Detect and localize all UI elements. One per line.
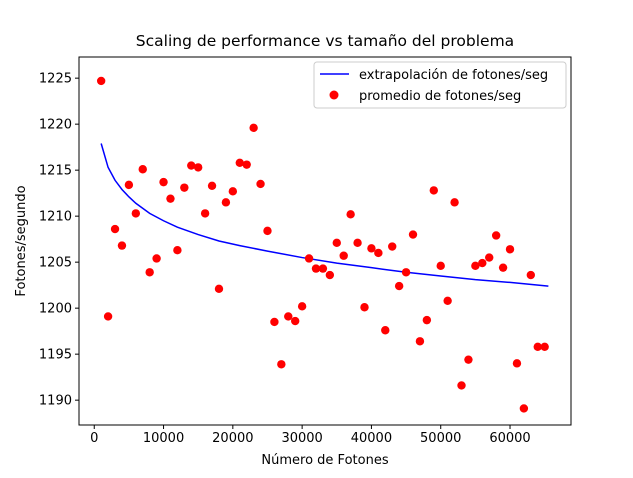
data-point [173, 246, 182, 255]
data-point [138, 165, 147, 174]
data-point [415, 337, 425, 346]
data-point [193, 163, 203, 172]
data-point [540, 342, 549, 351]
data-point [471, 261, 480, 271]
x-tick-label: 40000 [351, 431, 392, 446]
data-point [103, 312, 113, 321]
data-point [159, 177, 168, 187]
data-point [214, 284, 224, 294]
y-tick-label: 1210 [39, 210, 72, 225]
y-tick-label: 1195 [39, 348, 72, 363]
data-point [200, 209, 210, 218]
data-point [346, 210, 355, 219]
data-point [263, 226, 272, 236]
data-point [408, 230, 418, 239]
plot-area [79, 57, 571, 425]
data-point [221, 198, 231, 207]
data-point [505, 245, 515, 254]
data-point [332, 238, 341, 248]
x-tick-label: 30000 [281, 431, 322, 446]
data-point [491, 231, 501, 240]
data-point [311, 264, 321, 273]
data-point [360, 303, 369, 312]
data-point [297, 302, 307, 311]
data-point [450, 198, 459, 207]
data-point [367, 244, 376, 253]
y-tick-label: 1220 [39, 118, 72, 133]
x-axis-ticks: 0 10000 20000 30000 40000 50000 60000 [90, 425, 531, 446]
data-point [429, 186, 438, 195]
axes-frame [78, 56, 572, 426]
data-point [242, 160, 251, 169]
x-tick-label: 0 [90, 431, 98, 446]
data-point [394, 281, 404, 291]
data-point [235, 158, 244, 167]
chart-title: Scaling de performance vs tamaño del pro… [136, 32, 514, 50]
data-point [304, 254, 314, 263]
data-point [519, 404, 529, 413]
data-point [117, 241, 127, 250]
x-tick-label: 50000 [420, 431, 461, 446]
extrapolation-line [100, 143, 549, 287]
y-tick-label: 1200 [39, 302, 72, 317]
data-point [485, 253, 494, 262]
data-point [187, 161, 196, 170]
x-tick-label: 20000 [212, 431, 253, 446]
data-point [478, 258, 487, 268]
data-point [353, 238, 362, 248]
data-point [124, 180, 134, 190]
data-point [498, 263, 508, 272]
y-axis-ticks: 1190 1195 1200 1205 1210 1215 1220 1225 [39, 72, 79, 409]
y-tick-label: 1190 [39, 394, 72, 409]
x-tick-label: 10000 [143, 431, 184, 446]
data-point [512, 359, 522, 368]
legend-label-extrapolation: extrapolación de fotones/seg [359, 68, 548, 83]
legend: extrapolación de fotones/seg promedio de… [313, 61, 567, 109]
y-tick-label: 1215 [39, 164, 72, 179]
data-point [291, 316, 300, 326]
data-point [457, 381, 466, 390]
x-tick-label: 60000 [489, 431, 530, 446]
data-point [325, 270, 335, 280]
legend-marker-swatch [329, 90, 339, 100]
data-point [145, 268, 154, 277]
data-point [270, 317, 279, 327]
y-tick-label: 1205 [39, 256, 72, 271]
data-point [401, 268, 411, 277]
data-point [249, 123, 258, 133]
y-tick-label: 1225 [39, 72, 72, 87]
data-point [533, 342, 542, 351]
data-point [152, 254, 161, 263]
data-point [131, 209, 141, 218]
data-point [207, 181, 217, 190]
data-point [110, 224, 120, 234]
data-point [526, 270, 536, 280]
data-point [388, 242, 397, 251]
data-point [436, 261, 445, 271]
y-axis-label: Fotones/segundo [14, 185, 29, 296]
data-point [381, 326, 390, 335]
data-point [277, 360, 286, 369]
data-point [422, 315, 432, 325]
data-point [464, 355, 473, 364]
data-point [228, 187, 238, 196]
data-point [443, 296, 452, 305]
x-axis-label: Número de Fotones [261, 453, 388, 468]
data-point [256, 179, 265, 189]
legend-label-average: promedio de fotones/seg [359, 89, 521, 104]
data-point [96, 76, 106, 86]
data-point [180, 183, 189, 192]
data-point [318, 264, 328, 273]
data-point [339, 251, 348, 260]
series-layer [96, 76, 549, 413]
data-point [166, 194, 175, 203]
data-point [374, 248, 383, 258]
data-point [284, 312, 293, 321]
legend-box [313, 61, 567, 109]
